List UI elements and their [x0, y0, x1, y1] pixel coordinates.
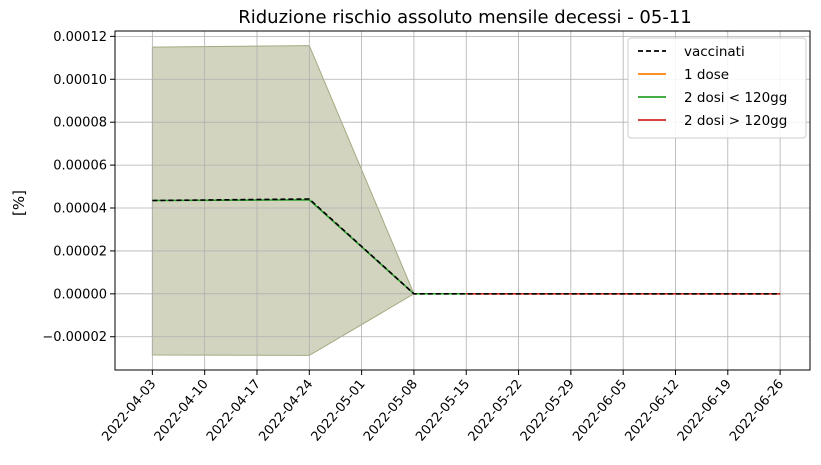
y-tick-label: 0.00000 [53, 287, 107, 302]
y-axis: −0.00002 0.00000 0.00002 0.00004 0.00006 0.00… [42, 30, 115, 345]
y-tick-label: 0.00002 [53, 244, 107, 259]
y-tick-label: 0.00004 [53, 202, 107, 217]
legend-label: vaccinati [684, 44, 745, 60]
y-tick-label: 0.00006 [53, 159, 107, 174]
series-line-vaccinati [152, 198, 781, 295]
series-layer [152, 198, 781, 295]
y-tick-label: −0.00002 [42, 330, 107, 345]
legend: vaccinati 1 dose 2 dosi < 120gg 2 dosi > 12… [627, 37, 807, 139]
chart-title: Riduzione rischio assoluto mensile deces… [238, 7, 692, 28]
legend-label: 1 dose [684, 67, 729, 83]
legend-label: 2 dosi < 120gg [684, 90, 787, 106]
plot-frame [114, 30, 811, 371]
y-axis-label: [%] [10, 190, 28, 216]
y-tick-label: 0.00010 [53, 73, 107, 88]
y-tick-label: 0.00012 [53, 30, 107, 45]
y-tick-label: 0.00008 [53, 116, 107, 131]
legend-box [627, 37, 807, 139]
legend-label: 2 dosi > 120gg [684, 113, 787, 129]
